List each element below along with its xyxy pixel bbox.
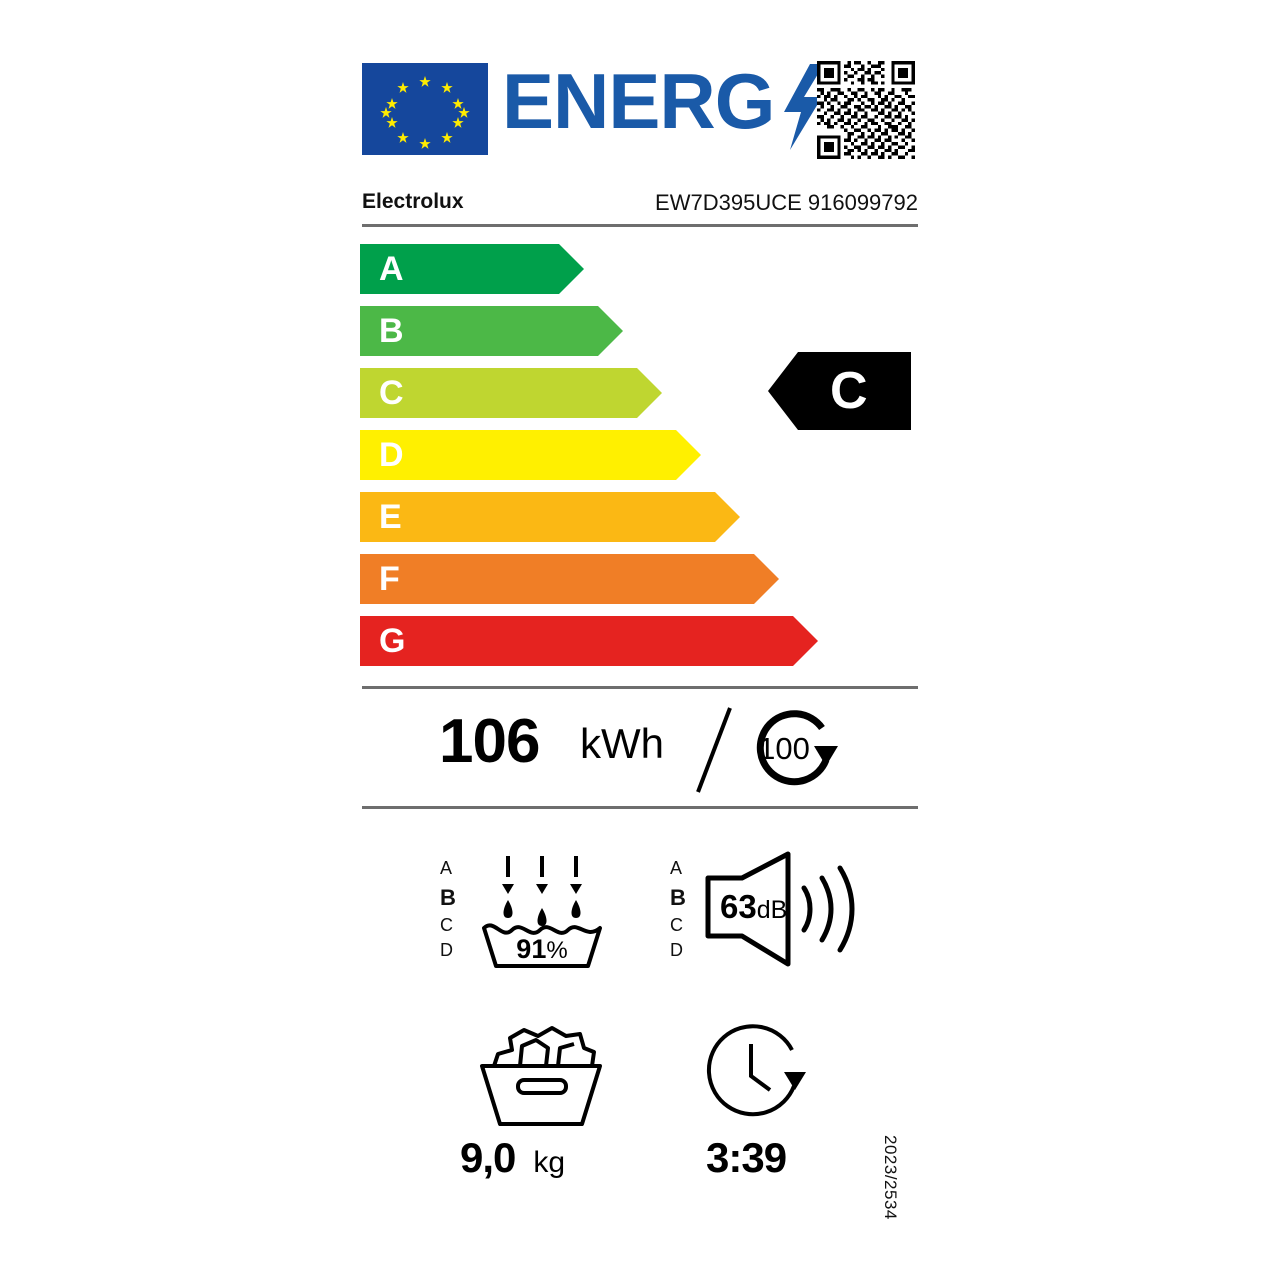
noise-scale-a: A [670, 858, 683, 878]
grade-row-c: C [360, 368, 662, 418]
energy-consumption-unit: kWh [580, 720, 664, 767]
spin-scale-d: D [440, 940, 453, 961]
grade-row-e: E [360, 492, 740, 542]
divider-bottom [362, 806, 918, 809]
energy-consumption-block: 106 kWh 100 [362, 698, 918, 798]
cycles-count: 100 [758, 731, 810, 766]
selected-class-letter: C [830, 362, 868, 420]
per-separator-icon [692, 704, 738, 796]
spin-scale-b: B [440, 884, 456, 910]
water-basin-icon: 91% [472, 850, 622, 972]
spin-scale-c: C [440, 914, 453, 935]
grade-letter-c: C [379, 374, 404, 412]
noise-scale-d: D [670, 940, 683, 961]
spin-unit: % [546, 937, 567, 964]
spin-value: 91 [516, 934, 546, 964]
capacity-value: 9,0 [460, 1134, 516, 1181]
brand-row: Electrolux EW7D395UCE 916099792 [362, 190, 918, 222]
duration-value: 3:39 [706, 1134, 787, 1181]
svg-text:63dB: 63dB [720, 888, 787, 925]
speaker-icon: 63dB [702, 850, 878, 968]
grade-letter-e: E [379, 498, 402, 536]
metrics-grid: A B C D 91% [362, 840, 918, 1230]
lightning-bolt-icon [780, 64, 826, 150]
svg-text:91%: 91% [516, 934, 567, 964]
divider-top [362, 224, 918, 227]
spin-scale-a: A [440, 858, 453, 878]
eu-flag-stars [362, 63, 488, 155]
energy-label: ENERG [352, 50, 928, 1240]
grade-letter-d: D [379, 436, 404, 474]
noise-scale-c: C [670, 914, 683, 935]
label-header: ENERG [352, 50, 928, 168]
noise-rating-scale: A B C D [670, 856, 692, 964]
grade-letter-f: F [379, 560, 400, 598]
qr-code-icon [817, 61, 915, 159]
grade-row-f: F [360, 554, 779, 604]
noise-scale-b: B [670, 884, 686, 910]
energy-class-scale: A B C D E F G [360, 244, 920, 674]
grade-row-d: D [360, 430, 701, 480]
eu-flag-icon [362, 63, 488, 155]
capacity-value-row: 9,0 kg [460, 1134, 565, 1182]
grade-letter-a: A [379, 250, 404, 288]
energy-consumption-value: 106 [439, 707, 540, 776]
grade-row-g: G [360, 616, 818, 666]
selected-class-marker: C [768, 352, 911, 430]
capacity-unit: kg [533, 1146, 566, 1179]
metric-rated-capacity: 9,0 kg [460, 1022, 622, 1181]
clock-icon [700, 1022, 830, 1130]
duration-value-row: 3:39 [706, 1134, 787, 1182]
laundry-basket-icon [460, 1022, 622, 1130]
cycle-arrow-icon: 100 [740, 706, 852, 796]
spin-rating-scale: A B C D [440, 856, 462, 964]
grade-letter-b: B [379, 312, 404, 350]
model-identifier: EW7D395UCE 916099792 [655, 190, 918, 215]
divider-middle [362, 686, 918, 689]
noise-unit: dB [757, 896, 788, 924]
noise-value: 63 [720, 888, 757, 925]
energ-wordmark: ENERG [502, 57, 775, 145]
grade-letter-g: G [379, 622, 406, 660]
grade-row-a: A [360, 244, 584, 294]
regulation-number: 2023/2534 [881, 1135, 900, 1220]
metric-programme-duration: 3:39 [700, 1022, 830, 1181]
manufacturer-name: Electrolux [362, 190, 464, 213]
grade-row-b: B [360, 306, 623, 356]
